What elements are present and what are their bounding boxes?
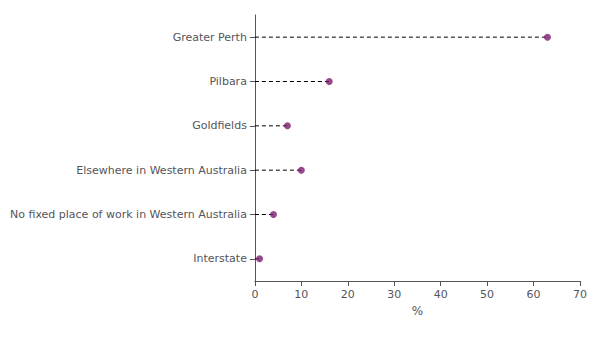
- svg-text:Goldfields: Goldfields: [192, 119, 247, 132]
- svg-text:Elsewhere in Western Australia: Elsewhere in Western Australia: [76, 164, 247, 177]
- svg-text:50: 50: [480, 288, 494, 301]
- svg-text:40: 40: [434, 288, 448, 301]
- svg-text:Pilbara: Pilbara: [209, 75, 247, 88]
- svg-text:20: 20: [341, 288, 355, 301]
- svg-text:70: 70: [573, 288, 587, 301]
- svg-text:%: %: [412, 304, 423, 318]
- svg-text:60: 60: [527, 288, 541, 301]
- svg-text:Interstate: Interstate: [193, 252, 247, 265]
- svg-text:0: 0: [251, 288, 258, 301]
- svg-text:30: 30: [387, 288, 401, 301]
- svg-text:10: 10: [294, 288, 308, 301]
- svg-text:Greater Perth: Greater Perth: [173, 31, 247, 44]
- svg-text:No fixed place of work in West: No fixed place of work in Western Austra…: [10, 208, 247, 221]
